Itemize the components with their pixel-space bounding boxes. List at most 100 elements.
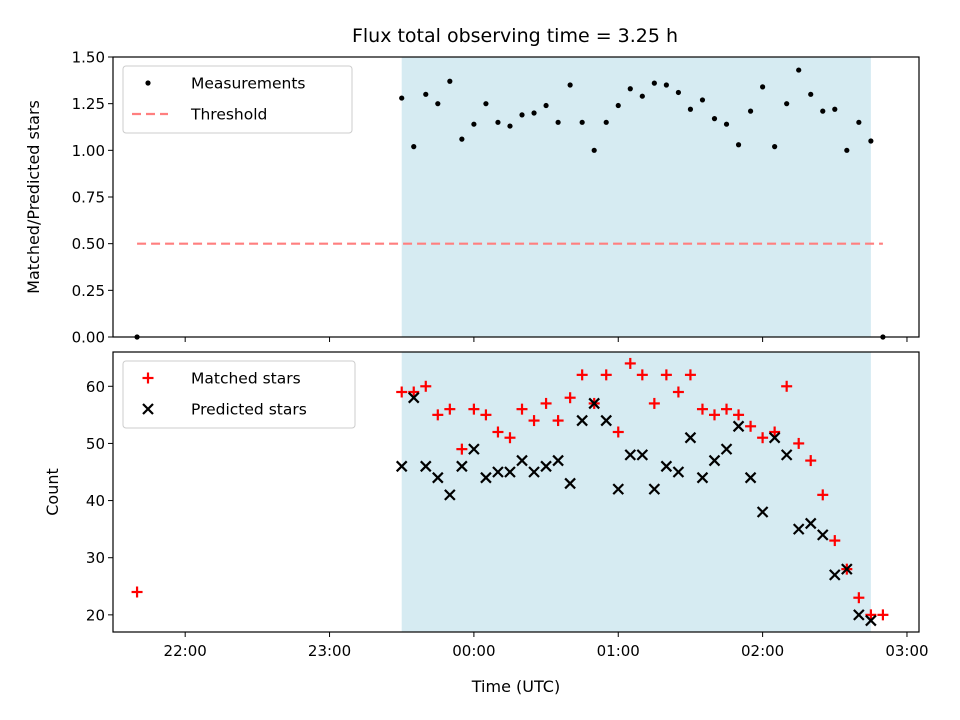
y-tick-label: 30 bbox=[86, 549, 105, 567]
measurement-point bbox=[760, 84, 766, 90]
predicted-star-point bbox=[576, 414, 588, 427]
legend-entry-label: Measurements bbox=[191, 75, 306, 93]
measurement-point bbox=[772, 144, 778, 150]
measurement-point bbox=[579, 119, 585, 125]
matched-star-point bbox=[853, 592, 865, 604]
measurement-point bbox=[868, 138, 874, 144]
measurement-point bbox=[471, 121, 477, 127]
count-y-axis-label: Count bbox=[43, 468, 62, 516]
measurement-point bbox=[603, 119, 609, 125]
measurement-point bbox=[423, 91, 429, 97]
measurement-point bbox=[495, 119, 501, 125]
predicted-star-point bbox=[780, 449, 793, 461]
y-tick-label: 1.50 bbox=[72, 49, 105, 67]
matched-star-point bbox=[480, 409, 492, 421]
matched-star-point bbox=[492, 426, 504, 438]
measurement-point bbox=[723, 121, 730, 127]
predicted-star-point bbox=[468, 443, 480, 455]
legend-matched-marker bbox=[142, 372, 154, 384]
count-legend: Matched stars Predicted stars bbox=[122, 360, 356, 429]
count-axes-frame bbox=[112, 351, 920, 633]
matched-star-point bbox=[648, 397, 660, 409]
y-tick-label: 0.50 bbox=[72, 235, 105, 253]
ratio-series-1 bbox=[134, 67, 886, 340]
predicted-star-point bbox=[672, 466, 685, 478]
measurement-point bbox=[459, 136, 465, 142]
matched-star-point bbox=[793, 437, 805, 449]
measurement-point bbox=[399, 95, 405, 101]
measurement-point bbox=[832, 106, 838, 112]
matched-star-point bbox=[745, 420, 757, 432]
legend-frame bbox=[122, 360, 356, 429]
predicted-star-point bbox=[456, 460, 468, 473]
predicted-star-point bbox=[419, 460, 432, 473]
measurement-point bbox=[435, 101, 441, 107]
matched-star-point bbox=[576, 369, 588, 381]
predicted-star-point bbox=[492, 466, 504, 478]
measurement-point bbox=[483, 101, 489, 107]
measurement-point bbox=[820, 108, 826, 114]
measurement-point bbox=[651, 80, 657, 86]
matched-star-point bbox=[636, 369, 648, 381]
measurement-point bbox=[747, 108, 754, 114]
matched-star-point bbox=[504, 432, 516, 444]
count-series-2 bbox=[395, 391, 877, 627]
matched-star-point bbox=[696, 403, 708, 415]
measurement-point bbox=[663, 82, 669, 88]
predicted-star-point bbox=[841, 563, 853, 575]
ratio-axes-frame bbox=[112, 56, 920, 338]
matched-star-point bbox=[396, 386, 408, 398]
predicted-star-point bbox=[432, 471, 444, 484]
legend-entry-label: Matched stars bbox=[191, 370, 301, 388]
predicted-star-point bbox=[504, 466, 516, 478]
legend-entry-label: Predicted stars bbox=[191, 401, 307, 419]
matched-star-point bbox=[528, 415, 540, 427]
legend-frame bbox=[122, 65, 353, 134]
ratio-legend: Measurements Threshold bbox=[122, 65, 353, 134]
x-tick-label: 23:00 bbox=[308, 642, 351, 660]
y-tick-label: 1.25 bbox=[72, 95, 105, 113]
predicted-star-point bbox=[552, 454, 564, 467]
matched-star-point bbox=[660, 369, 672, 381]
measurement-point bbox=[687, 106, 694, 112]
matched-star-point bbox=[516, 403, 528, 415]
matched-star-point bbox=[420, 380, 432, 392]
chart-title: Flux total observing time = 3.25 h bbox=[352, 25, 678, 47]
measurement-point bbox=[711, 116, 718, 122]
legend-entry-label: Threshold bbox=[190, 106, 267, 124]
matched-star-point bbox=[456, 443, 468, 455]
matched-star-point bbox=[624, 357, 636, 369]
measurement-point bbox=[856, 119, 862, 125]
matched-star-point bbox=[769, 426, 781, 438]
predicted-star-point bbox=[395, 460, 408, 473]
x-tick-label: 00:00 bbox=[452, 642, 495, 660]
x-tick-label: 02:00 bbox=[741, 642, 784, 660]
measurement-point bbox=[555, 119, 561, 125]
ratio-y-axis-label: Matched/Predicted stars bbox=[24, 100, 43, 294]
predicted-star-point bbox=[720, 443, 733, 455]
x-axis-label: Time (UTC) bbox=[471, 677, 560, 696]
observing-span-count bbox=[401, 352, 871, 632]
matched-star-point bbox=[432, 409, 444, 421]
predicted-star-point bbox=[636, 449, 649, 461]
y-tick-label: 40 bbox=[86, 492, 105, 510]
predicted-star-point bbox=[792, 523, 805, 535]
legend-measurement-marker bbox=[145, 80, 151, 86]
matched-star-point bbox=[721, 403, 733, 415]
measurement-point bbox=[735, 142, 742, 148]
predicted-star-point bbox=[648, 483, 661, 495]
predicted-star-point bbox=[480, 471, 492, 484]
legend-predicted-marker bbox=[142, 403, 154, 415]
matched-star-point bbox=[733, 409, 745, 421]
predicted-star-point bbox=[804, 517, 817, 530]
predicted-star-point bbox=[528, 466, 540, 478]
matched-star-point bbox=[684, 369, 696, 381]
measurement-point bbox=[411, 144, 417, 150]
predicted-star-point bbox=[853, 609, 865, 621]
matched-star-point bbox=[468, 403, 480, 415]
measurement-point bbox=[531, 110, 537, 116]
measurement-point bbox=[615, 102, 621, 109]
predicted-star-point bbox=[829, 569, 841, 581]
measurement-point bbox=[543, 102, 549, 109]
